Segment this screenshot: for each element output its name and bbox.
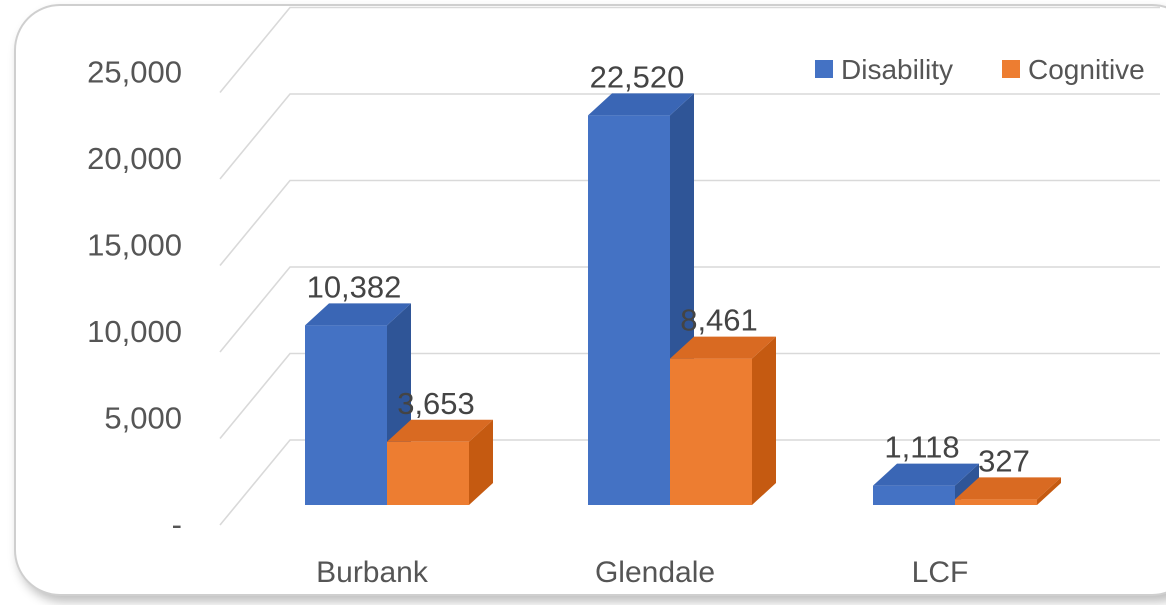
y-tick-label: 20,000	[87, 141, 182, 176]
bar-side-cognitive-lcf	[1037, 477, 1061, 505]
bar-side-cognitive-burbank	[469, 419, 493, 505]
legend-label: Cognitive	[1028, 54, 1145, 85]
bar-cognitive-lcf	[955, 499, 1037, 505]
bar-top-disability-glendale	[588, 93, 694, 116]
data-label: 1,118	[884, 430, 959, 465]
gridline-2	[219, 266, 1160, 353]
gridline-5	[219, 6, 1160, 94]
bar-top-cognitive-glendale	[670, 336, 776, 359]
data-label: 8,461	[680, 303, 758, 338]
bar-disability-burbank	[305, 325, 387, 505]
data-label: 327	[978, 443, 1030, 478]
x-tick-label: Glendale	[595, 556, 715, 589]
bar-disability-lcf	[873, 485, 955, 505]
y-tick-label: 10,000	[87, 314, 182, 349]
gridline-4	[219, 93, 1160, 180]
y-tick-label: 5,000	[104, 401, 182, 436]
bar-disability-glendale	[588, 115, 670, 506]
bar-cognitive-glendale	[670, 358, 752, 505]
x-tick-label: Burbank	[316, 556, 429, 589]
legend-label: Disability	[841, 54, 953, 85]
y-tick-label: 25,000	[87, 55, 182, 90]
gridline-3	[219, 179, 1160, 267]
y-tick-label: 15,000	[87, 228, 182, 263]
data-label: 3,653	[397, 386, 475, 421]
x-tick-label: LCF	[912, 556, 969, 589]
legend-swatch-disability	[815, 60, 833, 78]
data-label: 22,520	[590, 59, 685, 94]
bar-top-disability-lcf	[873, 463, 979, 486]
bar-top-cognitive-lcf	[955, 477, 1061, 500]
bar-cognitive-burbank	[387, 441, 469, 505]
gridline-1	[219, 352, 1160, 440]
bar-top-disability-burbank	[305, 303, 411, 326]
gridline-0	[219, 439, 1160, 526]
legend-swatch-cognitive	[1002, 60, 1020, 78]
bar-side-cognitive-glendale	[752, 336, 776, 505]
bar-top-cognitive-burbank	[387, 419, 493, 442]
y-tick-label: -	[172, 507, 182, 542]
data-label: 10,382	[307, 269, 402, 304]
